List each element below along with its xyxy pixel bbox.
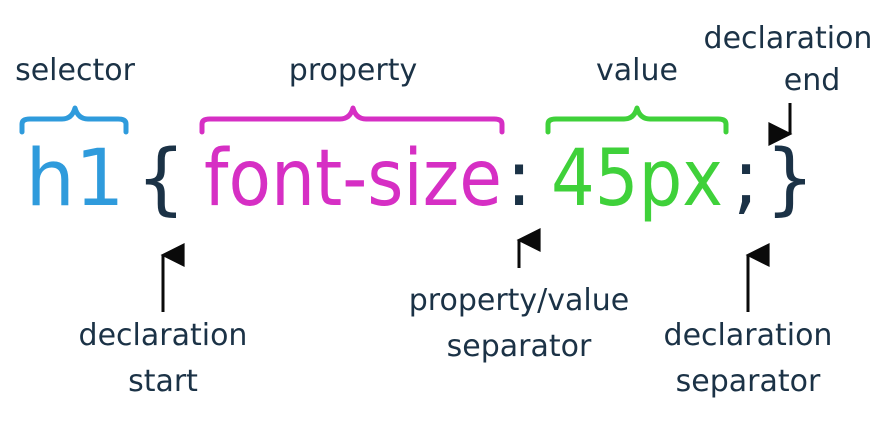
value-brace — [545, 105, 729, 135]
value-label: value — [596, 53, 678, 88]
property-brace — [199, 105, 505, 135]
code-colon: : — [506, 134, 532, 224]
code-value: 45px — [551, 134, 723, 224]
declaration-start-label-line2: start — [128, 364, 198, 399]
declaration-end-label-line2: end — [784, 63, 841, 98]
declaration-end-label-line1: declaration — [704, 21, 873, 56]
code-open-brace: { — [136, 134, 186, 224]
declaration-separator-label-line1: declaration — [664, 318, 833, 353]
property-label: property — [289, 53, 417, 88]
selector-brace — [19, 105, 129, 135]
code-property: font-size — [204, 134, 502, 224]
property-value-separator-label-line2: separator — [447, 329, 592, 364]
code-close-brace: } — [765, 134, 815, 224]
declaration-start-label-line1: declaration — [79, 318, 248, 353]
declaration-separator-label-line2: separator — [676, 364, 821, 399]
code-semicolon: ; — [733, 134, 759, 224]
property-value-separator-label-line1: property/value — [409, 283, 629, 318]
code-selector: h1 — [25, 134, 124, 224]
selector-label: selector — [15, 53, 135, 88]
